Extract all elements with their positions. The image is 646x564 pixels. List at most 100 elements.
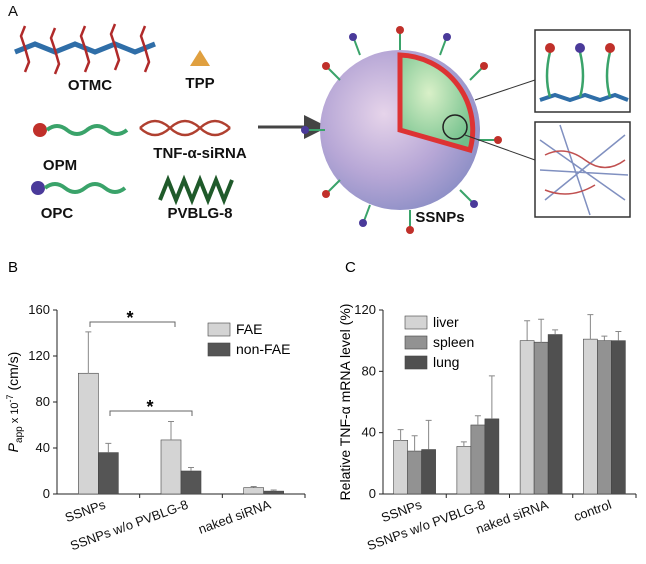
inset-chains <box>545 51 612 98</box>
y-tick-label: 40 <box>36 440 50 455</box>
inset-head <box>545 43 555 53</box>
y-axis-label-part: x 10 <box>9 402 21 426</box>
y-axis-label-part: (cm/s) <box>5 352 21 395</box>
label: OPC <box>41 205 74 222</box>
panel-label: B <box>8 259 18 276</box>
y-axis-label: Relative TNF-α mRNA level (%) <box>337 304 353 501</box>
bar <box>597 340 612 495</box>
error-bar <box>601 335 608 341</box>
error-bar <box>538 318 545 343</box>
legend-swatch <box>404 315 428 330</box>
legend-swatch <box>207 342 231 357</box>
y-tick-label: 120 <box>28 348 50 363</box>
bar <box>583 338 598 495</box>
y-axis-label-part: app <box>14 426 25 443</box>
head <box>31 181 45 195</box>
y-tick-label: 120 <box>354 302 376 317</box>
bar <box>393 440 408 495</box>
error-bar <box>411 435 418 452</box>
legend-swatch <box>404 335 428 350</box>
label: OPM <box>43 157 77 174</box>
label: TPP <box>185 75 214 92</box>
error-bar <box>552 329 559 335</box>
legend-label: lung <box>433 354 459 370</box>
sirna <box>139 119 231 137</box>
bar <box>78 372 99 495</box>
bar <box>470 424 486 495</box>
y-tick-label: 40 <box>362 425 376 440</box>
y-axis-label: Papp x 10-7 (cm/s) <box>5 352 25 453</box>
label: OTMC <box>68 77 112 94</box>
chain <box>43 182 127 194</box>
tpp-icon <box>190 50 210 66</box>
legend-label: spleen <box>433 334 474 350</box>
y-tick-label: 0 <box>43 486 50 501</box>
bar <box>484 418 500 495</box>
y-axis-label-part: -7 <box>5 394 15 402</box>
y-tick-label: 160 <box>28 302 50 317</box>
sirna <box>139 119 231 137</box>
legend-label: liver <box>433 314 459 330</box>
legend-swatch <box>207 322 231 337</box>
label: PVBLG-8 <box>167 205 232 222</box>
bar <box>407 450 422 495</box>
zoom-line <box>464 134 536 161</box>
error-bar <box>85 331 92 374</box>
surface-heads <box>301 26 502 234</box>
legend-label: non-FAE <box>236 341 290 357</box>
y-tick-label: 80 <box>36 394 50 409</box>
bar <box>421 449 436 495</box>
error-bar <box>425 419 432 450</box>
zoom-line <box>474 79 536 101</box>
bar <box>263 490 284 495</box>
head <box>33 123 47 137</box>
error-bar <box>270 489 277 492</box>
significance-star: * <box>146 397 153 417</box>
bar <box>160 439 182 495</box>
panel-label: C <box>345 259 356 276</box>
label: TNF-α-siRNA <box>153 145 247 162</box>
bar <box>243 487 264 495</box>
error-bar <box>587 314 594 340</box>
x-tick-label: naked siRNA <box>196 497 273 537</box>
bar <box>180 470 202 495</box>
surface-chains <box>307 32 496 228</box>
error-bar <box>250 486 257 488</box>
inset-sirna <box>544 150 626 195</box>
inset-head <box>575 43 585 53</box>
y-tick-label: 0 <box>369 486 376 501</box>
error-bar <box>188 467 194 471</box>
bar <box>547 334 563 495</box>
inset-backbone <box>539 92 629 103</box>
significance-bracket <box>109 410 193 416</box>
error-bar <box>460 441 467 447</box>
x-tick-label: control <box>572 497 614 524</box>
schematic: A OTMC TPP OPM TNF-α-siRNA OPC PVBLG-8 <box>8 3 631 234</box>
highlight <box>442 114 468 140</box>
bar <box>456 446 472 495</box>
x-tick-label: SSNPs <box>63 497 108 526</box>
error-bar <box>474 415 481 425</box>
error-bar <box>168 421 174 440</box>
side-chains <box>19 23 151 75</box>
error-bar <box>524 320 531 341</box>
error-bar <box>105 442 112 453</box>
bar <box>519 340 535 495</box>
legend-label: FAE <box>236 321 262 337</box>
label: SSNPs <box>415 209 464 226</box>
y-tick-label: 80 <box>362 363 376 378</box>
error-bar <box>615 330 622 341</box>
error-bar <box>488 375 495 419</box>
significance-bracket <box>89 321 176 327</box>
significance-star: * <box>126 308 133 328</box>
error-bar <box>397 429 404 441</box>
inset-network <box>539 124 629 216</box>
helix <box>158 174 234 206</box>
legend-swatch <box>404 355 428 370</box>
inset-head <box>605 43 615 53</box>
y-axis-label-part: P <box>5 442 21 452</box>
chain <box>45 124 129 136</box>
panel-label: A <box>8 3 18 20</box>
